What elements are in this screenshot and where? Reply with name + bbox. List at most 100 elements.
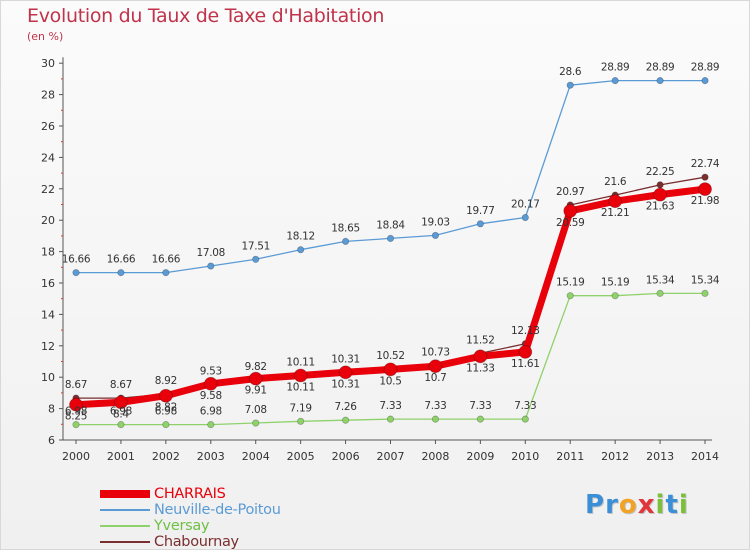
- data-label-neuville-de-poitou: 17.08: [197, 247, 226, 259]
- data-label-charrais: 8.82: [155, 402, 177, 414]
- x-tick-label: 2010: [511, 450, 539, 463]
- series-yversay: [72, 289, 709, 429]
- data-label-chabournay: 22.74: [691, 158, 720, 170]
- x-tick-label: 2014: [691, 450, 719, 463]
- data-label-chabournay: 20.97: [556, 186, 585, 198]
- data-point-neuville-de-poitou: [476, 220, 484, 228]
- y-tick-label: 26: [41, 120, 55, 133]
- data-point-neuville-de-poitou: [72, 269, 80, 277]
- series-layer: [69, 77, 712, 429]
- data-point-yversay: [341, 416, 350, 424]
- data-label-neuville-de-poitou: 16.66: [107, 254, 136, 266]
- logo-letter: x: [637, 490, 656, 520]
- data-label-charrais: 10.7: [424, 372, 446, 384]
- data-label-yversay: 7.33: [469, 400, 491, 412]
- data-label-charrais: 20.59: [556, 217, 585, 229]
- data-point-yversay: [162, 421, 170, 429]
- data-label-yversay: 7.33: [514, 400, 536, 412]
- data-label-neuville-de-poitou: 28.89: [601, 62, 630, 74]
- data-label-yversay: 7.26: [334, 401, 357, 413]
- data-point-charrais: [518, 345, 533, 359]
- data-point-charrais: [428, 359, 443, 374]
- data-point-charrais: [293, 368, 308, 383]
- data-label-neuville-de-poitou: 18.65: [331, 222, 360, 234]
- data-label-neuville-de-poitou: 28.6: [559, 66, 582, 78]
- legend-swatch: [100, 509, 150, 511]
- logo-letter: i: [678, 490, 689, 520]
- data-point-chabournay: [701, 173, 709, 181]
- x-tick-label: 2001: [107, 450, 135, 463]
- data-point-yversay: [297, 417, 305, 425]
- data-label-neuville-de-poitou: 17.51: [241, 240, 270, 252]
- data-point-charrais: [383, 362, 398, 377]
- y-tick-label: 6: [48, 434, 55, 447]
- data-point-neuville-de-poitou: [656, 77, 664, 85]
- data-point-charrais: [158, 388, 173, 403]
- data-label-yversay: 6.98: [65, 406, 87, 418]
- data-point-yversay: [476, 415, 484, 423]
- data-label-charrais: 10.5: [379, 375, 401, 387]
- legend-item: Yversay: [100, 518, 281, 534]
- data-point-neuville-de-poitou: [386, 234, 395, 243]
- data-point-charrais: [203, 376, 218, 391]
- legend-label: CHARRAIS: [154, 486, 226, 502]
- data-label-neuville-de-poitou: 19.03: [421, 216, 450, 228]
- data-point-neuville-de-poitou: [701, 77, 709, 85]
- data-label-neuville-de-poitou: 16.66: [152, 254, 181, 266]
- data-point-charrais: [653, 187, 667, 202]
- y-tick-label: 30: [41, 57, 55, 70]
- data-point-neuville-de-poitou: [252, 255, 260, 263]
- data-label-charrais: 8.25: [65, 411, 87, 423]
- data-point-neuville-de-poitou: [431, 231, 440, 240]
- data-label-chabournay: 10.11: [286, 356, 315, 368]
- data-point-charrais: [114, 395, 128, 410]
- x-tick-label: 2000: [62, 450, 90, 463]
- data-label-charrais: 21.63: [646, 201, 675, 213]
- data-point-yversay: [701, 289, 709, 297]
- data-label-charrais: 9.58: [200, 390, 222, 402]
- series-charrais: [69, 182, 712, 412]
- legend-item: CHARRAIS: [100, 486, 281, 502]
- data-label-yversay: 6.98: [110, 406, 132, 418]
- legend-item: Neuville-de-Poitou: [100, 502, 281, 518]
- y-unit-label: (en %): [27, 30, 64, 43]
- data-point-charrais: [248, 371, 263, 386]
- data-label-yversay: 7.08: [245, 404, 267, 416]
- data-label-yversay: 7.19: [290, 402, 312, 414]
- data-point-charrais: [473, 349, 488, 364]
- data-label-charrais: 9.91: [245, 385, 267, 397]
- data-point-charrais: [69, 397, 83, 412]
- x-tick-label: 2011: [556, 450, 584, 463]
- data-label-yversay: 15.34: [646, 274, 675, 286]
- axes: 6 8 10 12 14 16 18 20 22 24 26 28 30 2000 2001 2002 2003…: [41, 57, 719, 463]
- legend-swatch: [100, 525, 150, 527]
- data-label-neuville-de-poitou: 28.89: [691, 62, 720, 74]
- y-tick-label: 22: [41, 183, 55, 196]
- data-point-charrais: [563, 204, 578, 218]
- data-label-chabournay: 21.6: [604, 176, 627, 188]
- logo-letter: t: [665, 490, 679, 520]
- data-label-charrais: 10.31: [331, 378, 360, 390]
- data-point-charrais: [338, 365, 353, 380]
- data-label-charrais: 21.98: [691, 195, 720, 207]
- data-label-yversay: 6.98: [200, 406, 222, 418]
- y-tick-label: 10: [41, 371, 55, 384]
- data-label-neuville-de-poitou: 18.84: [376, 219, 405, 231]
- data-point-yversay: [386, 415, 395, 423]
- data-label-chabournay: 8.67: [65, 379, 87, 391]
- legend-item: Chabournay: [100, 534, 281, 550]
- data-label-chabournay: 10.52: [376, 350, 405, 362]
- data-point-neuville-de-poitou: [117, 269, 125, 277]
- data-label-neuville-de-poitou: 19.77: [466, 205, 495, 217]
- data-point-neuville-de-poitou: [521, 213, 529, 222]
- legend-label: Chabournay: [154, 534, 239, 550]
- data-point-charrais: [608, 194, 623, 209]
- data-label-chabournay: 22.25: [646, 166, 675, 178]
- data-label-chabournay: 12.13: [511, 325, 540, 337]
- y-tick-label: 14: [41, 308, 55, 321]
- data-point-yversay: [252, 419, 260, 427]
- y-tick-label: 20: [41, 214, 55, 227]
- data-point-neuville-de-poitou: [341, 237, 350, 245]
